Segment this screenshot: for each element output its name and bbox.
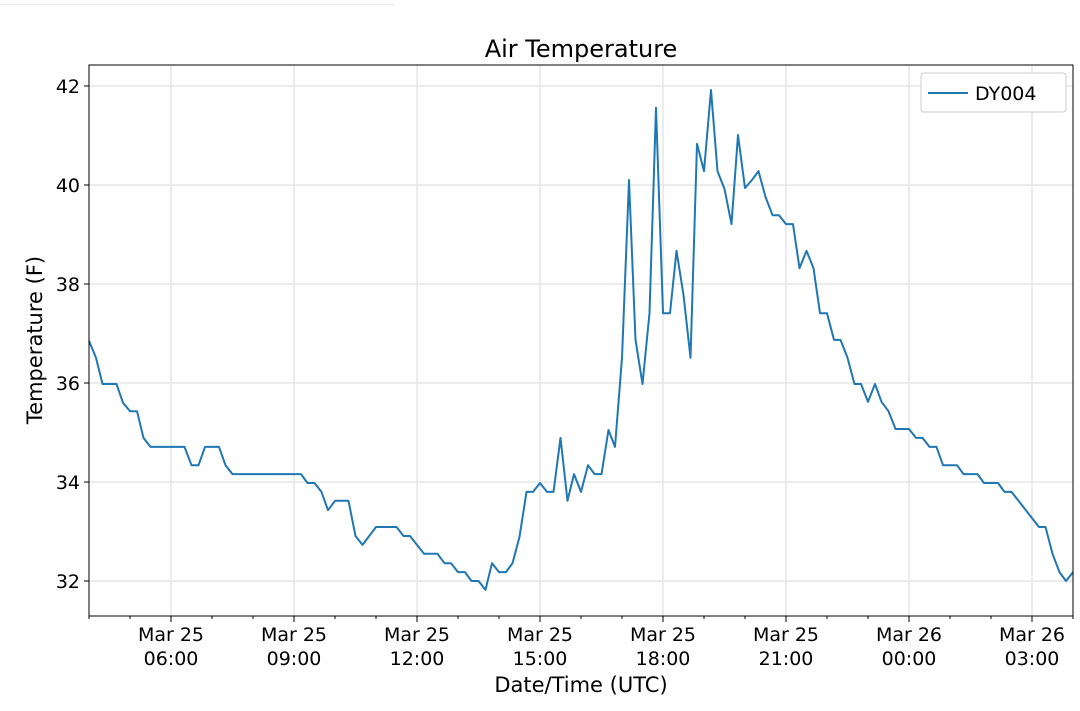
y-tick-label: 40 — [56, 175, 80, 197]
y-tick-label: 36 — [56, 373, 80, 395]
top-divider — [0, 4, 395, 5]
x-tick-label-time: 09:00 — [267, 648, 322, 670]
y-axis-label: Temperature (F) — [23, 256, 47, 425]
series-line-dy004 — [88, 89, 1074, 591]
plot-frame — [88, 64, 1074, 617]
x-tick-label-time: 15:00 — [513, 648, 568, 670]
x-tick-label-date: Mar 25 — [507, 624, 573, 646]
x-tick-label-time: 12:00 — [390, 648, 445, 670]
x-tick-label-time: 00:00 — [882, 648, 937, 670]
y-tick-label: 32 — [56, 571, 80, 593]
chart-title: Air Temperature — [485, 35, 678, 63]
x-tick-label-date: Mar 25 — [753, 624, 819, 646]
series-layer — [88, 89, 1074, 591]
legend-label-dy004: DY004 — [975, 83, 1036, 105]
x-tick-label-date: Mar 25 — [384, 624, 450, 646]
x-axis-label: Date/Time (UTC) — [494, 673, 667, 697]
legend: DY004 — [920, 72, 1067, 113]
x-tick-label-date: Mar 25 — [261, 624, 327, 646]
x-tick-label-date: Mar 26 — [999, 624, 1065, 646]
y-tick-label: 42 — [56, 76, 80, 98]
x-tick-label-date: Mar 26 — [876, 624, 942, 646]
y-tick-label: 34 — [56, 472, 80, 494]
x-tick-label-time: 06:00 — [144, 648, 199, 670]
x-tick-label-time: 18:00 — [636, 648, 691, 670]
grid — [89, 65, 1073, 616]
legend-box — [920, 72, 1067, 113]
x-tick-label-time: 03:00 — [1005, 648, 1060, 670]
x-tick-label-time: 21:00 — [759, 648, 814, 670]
y-tick-label: 38 — [56, 274, 80, 296]
x-tick-label-date: Mar 25 — [630, 624, 696, 646]
x-tick-label-date: Mar 25 — [138, 624, 204, 646]
